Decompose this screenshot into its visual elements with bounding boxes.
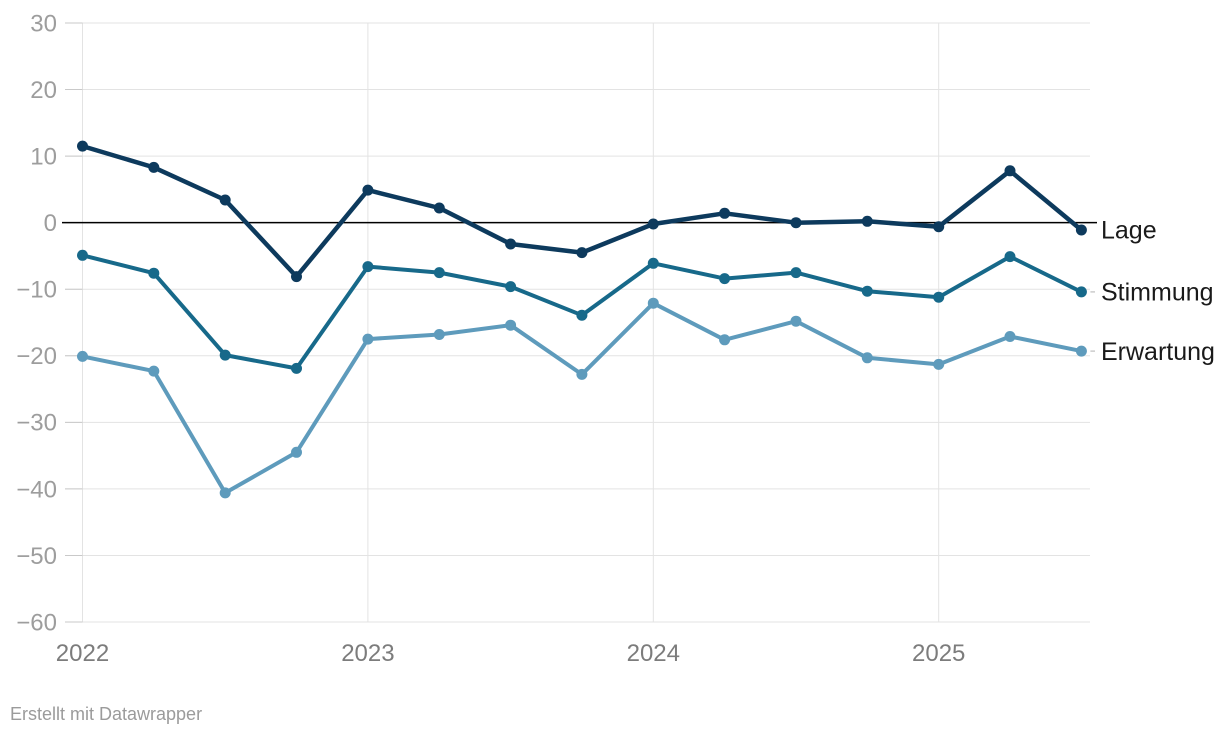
series-point-stimmung (362, 261, 374, 273)
series-point-stimmung (77, 249, 88, 261)
series-point-lage (719, 207, 731, 219)
series-point-erwartung (861, 352, 873, 364)
series-point-stimmung (719, 273, 731, 285)
series-point-erwartung (790, 315, 802, 327)
attribution-text: Erstellt mit Datawrapper (10, 704, 203, 724)
series-point-erwartung (219, 487, 231, 499)
x-tick-label: 2022 (56, 640, 109, 667)
series-point-erwartung (291, 446, 302, 458)
series-point-erwartung (433, 329, 445, 340)
series-point-lage (77, 140, 88, 152)
series-point-erwartung (647, 297, 659, 309)
y-tick-label: −40 (16, 476, 57, 503)
series-point-stimmung (433, 267, 445, 279)
series-point-stimmung (219, 349, 231, 361)
series-point-lage (362, 184, 374, 196)
series-point-stimmung (148, 267, 160, 279)
y-tick-label: −50 (16, 543, 57, 570)
series-point-erwartung (719, 334, 731, 346)
series-point-erwartung (1004, 331, 1016, 342)
y-tick-label: 30 (30, 10, 57, 37)
series-point-stimmung (1004, 251, 1016, 263)
x-tick-label: 2023 (341, 640, 394, 667)
y-tick-label: −10 (16, 277, 57, 304)
series-point-stimmung (1075, 286, 1087, 298)
series-label-lage: Lage (1101, 217, 1157, 245)
series-point-erwartung (77, 350, 88, 362)
series-point-lage (148, 161, 160, 173)
y-tick-label: 20 (30, 77, 57, 104)
series-point-stimmung (933, 291, 945, 303)
series-point-erwartung (1075, 345, 1087, 357)
x-tick-label: 2024 (627, 640, 680, 667)
series-point-lage (861, 215, 873, 227)
series-label-stimmung: Stimmung (1101, 279, 1214, 307)
series-point-stimmung (505, 281, 517, 293)
series-point-lage (219, 194, 231, 206)
series-point-stimmung (790, 267, 802, 279)
series-point-stimmung (861, 285, 873, 297)
series-point-erwartung (576, 368, 588, 380)
series-point-lage (505, 238, 517, 250)
y-tick-label: 0 (44, 210, 57, 237)
series-point-lage (933, 221, 945, 233)
series-point-lage (1004, 165, 1016, 177)
series-point-erwartung (148, 365, 160, 377)
series-point-lage (433, 202, 445, 214)
y-tick-label: −60 (16, 609, 57, 636)
series-point-lage (790, 217, 802, 229)
y-tick-label: 10 (30, 144, 57, 171)
series-point-stimmung (647, 257, 659, 269)
y-tick-label: −20 (16, 343, 57, 370)
series-point-stimmung (291, 362, 302, 374)
series-point-erwartung (362, 333, 374, 345)
series-line-erwartung (80, 301, 1084, 495)
series-point-erwartung (505, 319, 517, 331)
x-tick-label: 2025 (912, 640, 965, 667)
series-point-lage (576, 247, 588, 259)
series-point-stimmung (576, 309, 588, 321)
series-point-erwartung (933, 358, 945, 370)
series-point-lage (647, 218, 659, 230)
series-point-lage (291, 271, 302, 283)
y-tick-label: −30 (16, 410, 57, 437)
series-label-erwartung: Erwartung (1101, 338, 1215, 366)
series-point-lage (1075, 224, 1087, 236)
